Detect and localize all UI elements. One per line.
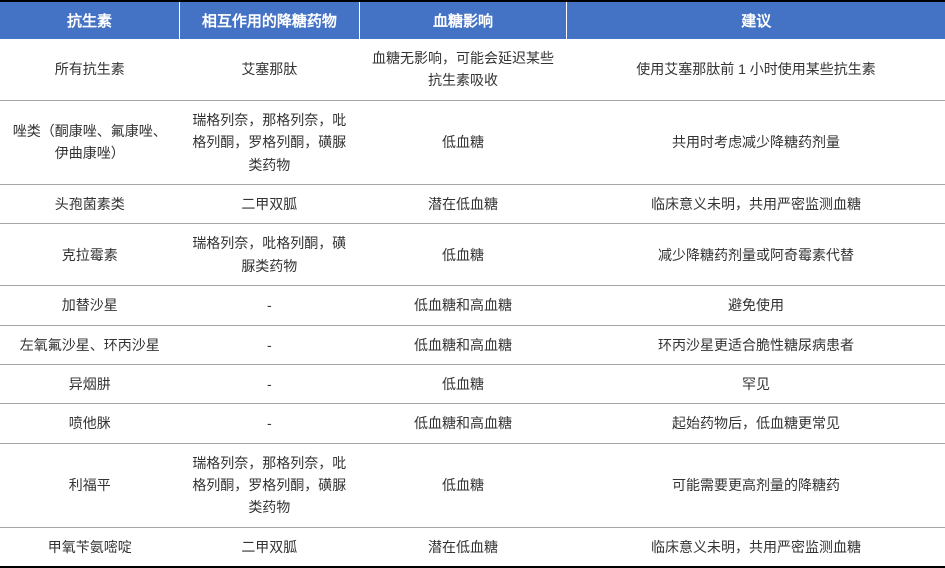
cell-drug: - [180,364,360,403]
cell-effect: 低血糖 [359,443,567,527]
header-hypoglycemic-drug: 相互作用的降糖药物 [180,1,360,39]
table-row: 利福平 瑞格列奈，那格列奈，吡格列酮，罗格列酮，磺脲类药物 低血糖 可能需要更高… [0,443,945,527]
drug-interaction-table: 抗生素 相互作用的降糖药物 血糖影响 建议 所有抗生素 艾塞那肽 血糖无影响，可… [0,0,945,568]
cell-recommendation: 起始药物后，低血糖更常见 [567,404,945,443]
drug-interaction-table-container: 抗生素 相互作用的降糖药物 血糖影响 建议 所有抗生素 艾塞那肽 血糖无影响，可… [0,0,945,568]
cell-antibiotic: 克拉霉素 [0,224,180,286]
table-row: 左氧氟沙星、环丙沙星 - 低血糖和高血糖 环丙沙星更适合脆性糖尿病患者 [0,325,945,364]
cell-effect: 低血糖和高血糖 [359,325,567,364]
cell-recommendation: 避免使用 [567,286,945,325]
cell-antibiotic: 喷他脒 [0,404,180,443]
cell-effect: 潜在低血糖 [359,184,567,223]
table-row: 异烟肼 - 低血糖 罕见 [0,364,945,403]
cell-antibiotic: 头孢菌素类 [0,184,180,223]
cell-effect: 低血糖 [359,224,567,286]
header-glucose-effect: 血糖影响 [359,1,567,39]
table-body: 所有抗生素 艾塞那肽 血糖无影响，可能会延迟某些抗生素吸收 使用艾塞那肽前 1 … [0,39,945,567]
header-antibiotic: 抗生素 [0,1,180,39]
table-row: 加替沙星 - 低血糖和高血糖 避免使用 [0,286,945,325]
cell-drug: 瑞格列奈，吡格列酮，磺脲类药物 [180,224,360,286]
cell-antibiotic: 甲氧苄氨嘧啶 [0,527,180,567]
cell-drug: - [180,404,360,443]
cell-drug: 瑞格列奈，那格列奈，吡格列酮，罗格列酮，磺脲类药物 [180,443,360,527]
cell-effect: 潜在低血糖 [359,527,567,567]
cell-effect: 低血糖和高血糖 [359,286,567,325]
cell-antibiotic: 利福平 [0,443,180,527]
cell-recommendation: 罕见 [567,364,945,403]
cell-drug: - [180,286,360,325]
cell-antibiotic: 左氧氟沙星、环丙沙星 [0,325,180,364]
table-row: 克拉霉素 瑞格列奈，吡格列酮，磺脲类药物 低血糖 减少降糖药剂量或阿奇霉素代替 [0,224,945,286]
table-row: 头孢菌素类 二甲双胍 潜在低血糖 临床意义未明，共用严密监测血糖 [0,184,945,223]
table-row: 喷他脒 - 低血糖和高血糖 起始药物后，低血糖更常见 [0,404,945,443]
cell-effect: 低血糖 [359,100,567,184]
cell-recommendation: 环丙沙星更适合脆性糖尿病患者 [567,325,945,364]
cell-recommendation: 减少降糖药剂量或阿奇霉素代替 [567,224,945,286]
cell-drug: 二甲双胍 [180,184,360,223]
cell-recommendation: 临床意义未明，共用严密监测血糖 [567,527,945,567]
cell-drug: - [180,325,360,364]
table-row: 唑类（酮康唑、氟康唑、伊曲康唑） 瑞格列奈，那格列奈，吡格列酮，罗格列酮，磺脲类… [0,100,945,184]
cell-drug: 二甲双胍 [180,527,360,567]
table-row: 甲氧苄氨嘧啶 二甲双胍 潜在低血糖 临床意义未明，共用严密监测血糖 [0,527,945,567]
cell-effect: 低血糖和高血糖 [359,404,567,443]
cell-recommendation: 临床意义未明，共用严密监测血糖 [567,184,945,223]
cell-effect: 血糖无影响，可能会延迟某些抗生素吸收 [359,39,567,100]
cell-drug: 瑞格列奈，那格列奈，吡格列酮，罗格列酮，磺脲类药物 [180,100,360,184]
cell-antibiotic: 唑类（酮康唑、氟康唑、伊曲康唑） [0,100,180,184]
cell-recommendation: 共用时考虑减少降糖药剂量 [567,100,945,184]
table-header-row: 抗生素 相互作用的降糖药物 血糖影响 建议 [0,1,945,39]
cell-recommendation: 可能需要更高剂量的降糖药 [567,443,945,527]
cell-antibiotic: 所有抗生素 [0,39,180,100]
header-recommendation: 建议 [567,1,945,39]
cell-drug: 艾塞那肽 [180,39,360,100]
cell-effect: 低血糖 [359,364,567,403]
table-row: 所有抗生素 艾塞那肽 血糖无影响，可能会延迟某些抗生素吸收 使用艾塞那肽前 1 … [0,39,945,100]
cell-antibiotic: 异烟肼 [0,364,180,403]
cell-antibiotic: 加替沙星 [0,286,180,325]
cell-recommendation: 使用艾塞那肽前 1 小时使用某些抗生素 [567,39,945,100]
